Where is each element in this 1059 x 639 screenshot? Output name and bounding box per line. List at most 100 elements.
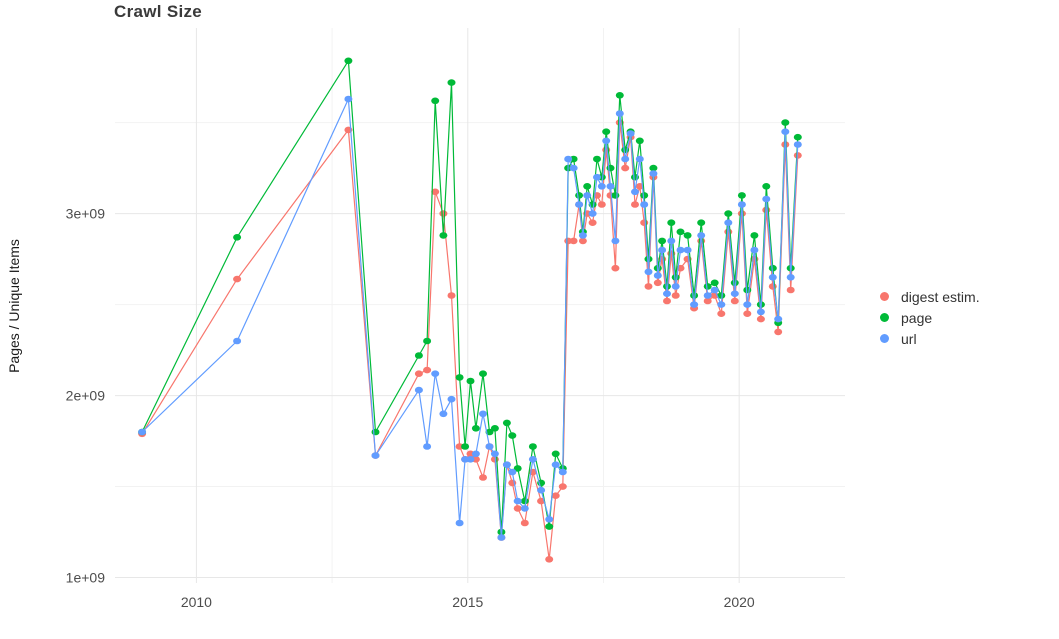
data-point-url (676, 246, 685, 254)
data-point-digest-estim (447, 292, 456, 299)
data-point-url (537, 486, 546, 494)
data-point-url (528, 456, 537, 463)
data-point-page (683, 232, 692, 239)
data-point-url (663, 290, 671, 298)
data-point-url (786, 274, 795, 281)
data-point-page (461, 443, 470, 450)
y-axis-label: Pages / Unique Items (6, 239, 22, 373)
data-point-page (447, 79, 456, 86)
data-point-page (583, 183, 592, 190)
data-point-page (690, 292, 699, 299)
data-point-url (455, 519, 464, 527)
data-point-digest-estim (431, 188, 440, 196)
data-point-page (233, 234, 242, 241)
data-point-url (667, 237, 676, 245)
data-point-page (414, 352, 423, 359)
data-point-page (667, 219, 676, 226)
data-point-page (479, 370, 487, 378)
y-tick-label: 3e+09 (66, 206, 106, 222)
data-point-digest-estim (644, 283, 653, 290)
data-point-url (558, 468, 567, 476)
data-point-url (597, 183, 606, 190)
data-point-page (439, 232, 448, 239)
data-point-url (551, 461, 560, 469)
data-point-digest-estim (663, 297, 671, 305)
data-point-page (466, 377, 475, 385)
data-point-url (471, 450, 480, 458)
data-point-page (781, 119, 790, 126)
data-point-url (583, 192, 592, 199)
data-point-url (447, 395, 456, 403)
data-point-url (520, 505, 529, 512)
data-point-page (431, 97, 440, 105)
data-point-digest-estim (569, 237, 578, 245)
data-point-url (697, 232, 706, 239)
data-point-digest-estim (233, 275, 242, 283)
data-point-digest-estim (621, 164, 630, 172)
data-point-url (690, 301, 699, 308)
data-point-url (658, 246, 667, 254)
data-point-page (606, 164, 615, 172)
data-point-page (768, 264, 777, 272)
data-point-digest-estim (717, 310, 726, 318)
data-point-page (423, 337, 432, 345)
data-point-url (423, 443, 432, 450)
data-point-url (724, 219, 733, 226)
data-point-url (485, 443, 494, 450)
data-point-url (640, 201, 649, 208)
data-point-url (371, 452, 380, 459)
data-point-url (793, 141, 802, 148)
data-point-page (671, 274, 680, 281)
data-point-url (439, 410, 448, 418)
data-point-page (520, 497, 529, 505)
data-point-page (724, 210, 733, 217)
data-point-digest-estim (611, 264, 620, 272)
data-point-digest-estim (640, 219, 649, 226)
data-point-page (471, 425, 480, 432)
data-point-digest-estim (551, 492, 560, 500)
data-point-digest-estim (703, 297, 712, 305)
data-point-digest-estim (520, 519, 529, 527)
data-point-page (513, 465, 522, 472)
data-point-url (781, 128, 790, 135)
data-point-digest-estim (786, 286, 795, 294)
data-point-page (750, 232, 759, 239)
data-point-page (710, 279, 719, 287)
data-point-url (730, 290, 739, 298)
data-point-url (649, 170, 658, 177)
data-point-url (756, 308, 765, 316)
data-point-url (631, 188, 639, 196)
data-point-url (750, 246, 759, 254)
data-point-url (569, 164, 578, 172)
legend-dot-page-icon (880, 313, 889, 322)
data-point-digest-estim (768, 283, 777, 290)
data-point-page (793, 133, 802, 141)
chart-title: Crawl Size (114, 2, 203, 21)
data-point-page (371, 428, 380, 436)
data-point-url (138, 428, 147, 436)
data-point-url (490, 450, 499, 458)
data-point-url (502, 461, 511, 469)
data-point-url (635, 155, 644, 163)
data-point-url (233, 337, 242, 345)
data-point-url (564, 155, 573, 163)
data-point-page (528, 443, 537, 450)
chart-legend: digest estim. page url (880, 286, 980, 349)
data-point-url (497, 534, 506, 541)
data-point-page (545, 523, 554, 530)
legend-item-digest-estim: digest estim. (880, 286, 980, 307)
data-point-url (593, 173, 601, 181)
data-point-url (479, 410, 487, 418)
data-point-page (730, 279, 739, 287)
data-point-digest-estim (597, 201, 606, 208)
data-point-digest-estim (730, 297, 739, 305)
legend-label-digest-estim: digest estim. (901, 288, 980, 305)
data-point-digest-estim (756, 315, 765, 323)
data-point-page (635, 137, 644, 145)
data-point-url (703, 292, 712, 299)
y-tick-label: 2e+09 (66, 388, 106, 404)
data-point-page (644, 255, 653, 263)
x-tick-label: 2020 (724, 594, 755, 610)
data-point-url (466, 456, 475, 463)
